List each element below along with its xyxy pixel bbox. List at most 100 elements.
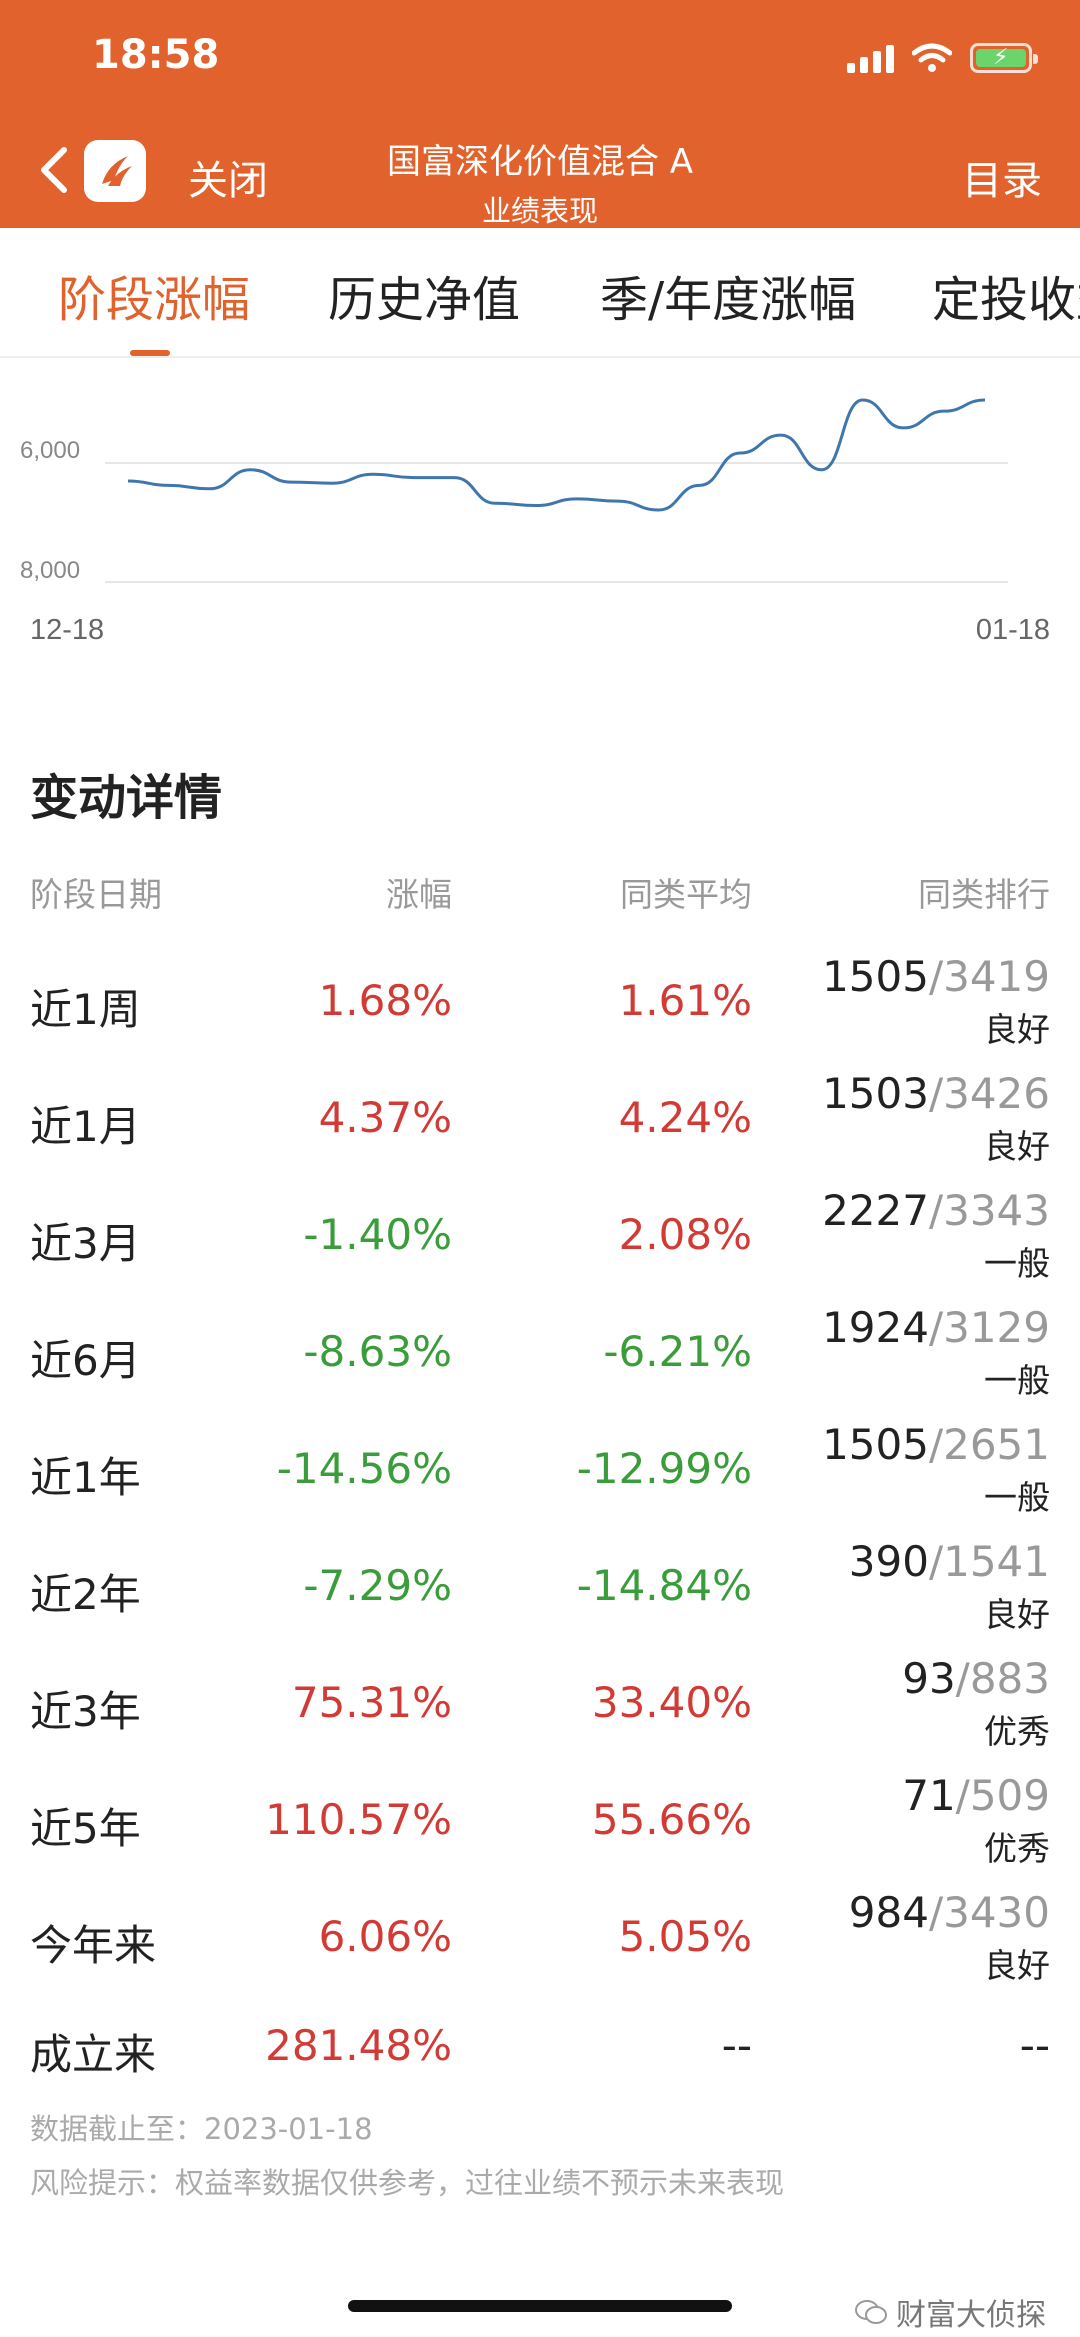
y-tick-label: 8,000: [20, 557, 80, 584]
x-start-label: 12-18: [30, 614, 104, 646]
rank-total: /2651: [928, 1420, 1050, 1469]
rank-level: 优秀: [984, 1712, 1050, 1751]
average-cell: -12.99%: [576, 1444, 752, 1493]
rank-total: /883: [955, 1654, 1050, 1703]
menu-button[interactable]: 目录: [962, 158, 1042, 204]
average-cell: -6.21%: [603, 1327, 752, 1376]
rank-number: --: [1019, 2021, 1050, 2070]
period-cell: 近1年: [30, 1453, 141, 1502]
rank-level: 良好: [984, 1595, 1050, 1634]
tab-quarter-year[interactable]: 季/年度涨幅: [600, 272, 857, 328]
rank-cell: 2227/3343 一般: [822, 1186, 1050, 1285]
change-cell: -14.56%: [276, 1444, 452, 1493]
table-row[interactable]: 近1月 4.37% 4.24% 1503/3426 良好: [0, 1069, 1080, 1190]
active-tab-indicator: [130, 350, 170, 356]
rank-number: 2227: [822, 1186, 929, 1235]
header-rank: 同类排行: [918, 875, 1050, 914]
cellular-signal-icon: [847, 43, 894, 73]
rank-number: 390: [848, 1537, 929, 1586]
period-cell: 成立来: [30, 2030, 157, 2079]
rank-number: 984: [848, 1888, 929, 1937]
rank-level: 良好: [984, 1946, 1050, 1985]
watermark-text: 财富大侦探: [896, 2298, 1046, 2333]
performance-chart: 6,000 8,000 12-18 01-18: [0, 360, 1080, 660]
table-row[interactable]: 近2年 -7.29% -14.84% 390/1541 良好: [0, 1537, 1080, 1658]
home-indicator[interactable]: [348, 2300, 732, 2312]
average-cell: 33.40%: [591, 1678, 752, 1727]
change-cell: -1.40%: [303, 1210, 452, 1259]
table-row[interactable]: 近3年 75.31% 33.40% 93/883 优秀: [0, 1654, 1080, 1775]
table-row[interactable]: 近5年 110.57% 55.66% 71/509 优秀: [0, 1771, 1080, 1892]
rank-number: 1505: [822, 952, 929, 1001]
average-cell: 2.08%: [618, 1210, 752, 1259]
change-cell: -8.63%: [303, 1327, 452, 1376]
status-icons: ⚡: [847, 38, 1038, 78]
y-tick-label: 6,000: [20, 437, 80, 464]
change-cell: 281.48%: [265, 2021, 452, 2070]
rank-level: 一般: [984, 1361, 1050, 1400]
change-cell: 6.06%: [318, 1912, 452, 1961]
average-cell: 4.24%: [618, 1093, 752, 1142]
period-cell: 近2年: [30, 1570, 141, 1619]
rank-level: 一般: [984, 1478, 1050, 1517]
header-average: 同类平均: [620, 875, 752, 914]
back-icon[interactable]: [28, 140, 78, 200]
chart-svg: 6,000 8,000 12-18 01-18: [20, 398, 1050, 646]
rank-total: /509: [955, 1771, 1050, 1820]
table-row[interactable]: 今年来 6.06% 5.05% 984/3430 良好: [0, 1888, 1080, 2009]
data-date-note: 数据截止至：2023-01-18: [30, 2112, 373, 2146]
battery-icon: ⚡: [970, 43, 1038, 73]
tab-stage-change[interactable]: 阶段涨幅: [58, 272, 251, 328]
rank-level: 良好: [984, 1127, 1050, 1166]
tab-fixed-investment[interactable]: 定投收益: [932, 272, 1080, 328]
status-time: 18:58: [92, 32, 220, 78]
rank-total: /3426: [928, 1069, 1050, 1118]
period-cell: 近1月: [30, 1102, 141, 1151]
rank-cell: 1924/3129 一般: [822, 1303, 1050, 1402]
rank-cell: 1505/2651 一般: [822, 1420, 1050, 1519]
rank-total: /3430: [928, 1888, 1050, 1937]
table-row[interactable]: 近3月 -1.40% 2.08% 2227/3343 一般: [0, 1186, 1080, 1307]
average-cell: --: [721, 2021, 752, 2070]
risk-disclaimer: 风险提示：权益率数据仅供参考，过往业绩不预示未来表现: [30, 2166, 785, 2200]
rank-number: 71: [902, 1771, 956, 1820]
average-cell: 1.61%: [618, 976, 752, 1025]
table-row[interactable]: 成立来 281.48% -- --: [0, 2009, 1080, 2126]
average-cell: -14.84%: [576, 1561, 752, 1610]
rank-number: 93: [902, 1654, 956, 1703]
page-subtitle: 业绩表现: [481, 194, 598, 228]
rank-cell: 93/883 优秀: [902, 1654, 1050, 1753]
section-title: 变动详情: [30, 770, 223, 826]
change-cell: -7.29%: [303, 1561, 452, 1610]
rank-level: 一般: [984, 1244, 1050, 1283]
rank-cell: --: [1020, 2021, 1050, 2070]
period-cell: 今年来: [30, 1921, 157, 1970]
period-cell: 近3月: [30, 1219, 141, 1268]
rank-level: 优秀: [984, 1829, 1050, 1868]
rank-cell: 71/509 优秀: [902, 1771, 1050, 1870]
change-cell: 4.37%: [318, 1093, 452, 1142]
wifi-icon: [912, 43, 952, 72]
table-row[interactable]: 近1年 -14.56% -12.99% 1505/2651 一般: [0, 1420, 1080, 1541]
rank-level: 良好: [984, 1010, 1050, 1049]
tab-history-nav[interactable]: 历史净值: [328, 272, 521, 328]
close-button[interactable]: 关闭: [188, 158, 268, 204]
wechat-icon: [855, 2300, 887, 2324]
average-cell: 5.05%: [618, 1912, 752, 1961]
table-row[interactable]: 近1周 1.68% 1.61% 1505/3419 良好: [0, 952, 1080, 1073]
series-line: [127, 398, 986, 512]
rank-number: 1503: [822, 1069, 929, 1118]
period-cell: 近5年: [30, 1804, 141, 1853]
rank-cell: 1503/3426 良好: [822, 1069, 1050, 1168]
rank-cell: 984/3430 良好: [849, 1888, 1050, 1987]
watermark: 财富大侦探: [854, 2290, 1046, 2334]
average-cell: 55.66%: [591, 1795, 752, 1844]
x-end-label: 01-18: [976, 614, 1050, 646]
tab-bar: [0, 228, 1080, 358]
period-cell: 近3年: [30, 1687, 141, 1736]
app-logo-icon: [84, 140, 146, 202]
rank-number: 1505: [822, 1420, 929, 1469]
app-header: 18:58 ⚡ 关闭 国富深化价值混合 A 业绩表现 目录: [0, 0, 1080, 228]
table-row[interactable]: 近6月 -8.63% -6.21% 1924/3129 一般: [0, 1303, 1080, 1424]
rank-cell: 1505/3419 良好: [822, 952, 1050, 1051]
